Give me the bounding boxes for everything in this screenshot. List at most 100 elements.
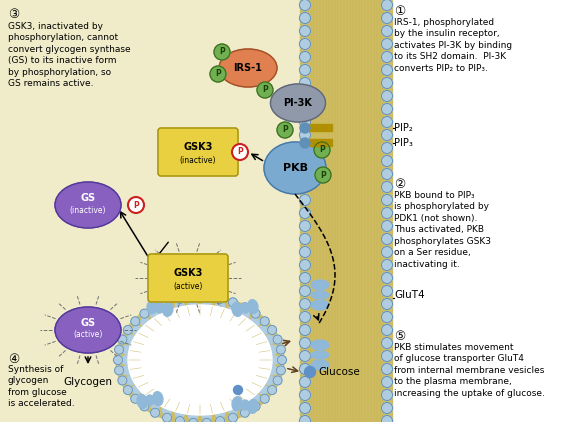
Text: (inactive): (inactive) xyxy=(69,206,106,214)
Circle shape xyxy=(140,402,149,411)
Circle shape xyxy=(189,300,197,309)
Ellipse shape xyxy=(128,305,272,415)
Circle shape xyxy=(175,295,185,303)
Ellipse shape xyxy=(311,340,329,350)
Circle shape xyxy=(277,355,287,365)
Circle shape xyxy=(175,302,184,311)
Ellipse shape xyxy=(147,300,157,314)
Circle shape xyxy=(381,260,392,271)
Text: P: P xyxy=(320,170,326,179)
Circle shape xyxy=(381,0,392,11)
Text: P: P xyxy=(237,148,243,157)
Ellipse shape xyxy=(248,300,258,314)
Circle shape xyxy=(140,309,149,318)
Ellipse shape xyxy=(311,351,329,359)
Circle shape xyxy=(202,300,211,309)
Circle shape xyxy=(381,168,392,179)
Circle shape xyxy=(251,402,260,411)
Text: GSK3: GSK3 xyxy=(173,268,203,278)
Circle shape xyxy=(113,355,123,365)
Circle shape xyxy=(300,38,311,49)
Circle shape xyxy=(228,306,238,314)
Bar xyxy=(390,0,584,422)
Circle shape xyxy=(210,66,226,82)
Text: PI-3K: PI-3K xyxy=(284,98,312,108)
Circle shape xyxy=(300,351,311,362)
Text: Synthesis of
glycogen
from glucose
is accelerated.: Synthesis of glycogen from glucose is ac… xyxy=(8,365,75,408)
Circle shape xyxy=(202,418,211,422)
Circle shape xyxy=(300,181,311,192)
Circle shape xyxy=(240,400,249,409)
Text: P: P xyxy=(262,86,268,95)
Circle shape xyxy=(114,366,124,375)
Circle shape xyxy=(215,295,225,303)
Circle shape xyxy=(151,408,159,417)
Circle shape xyxy=(265,335,273,344)
Circle shape xyxy=(300,286,311,297)
Text: PIP₃: PIP₃ xyxy=(394,138,413,148)
Circle shape xyxy=(118,335,127,344)
Circle shape xyxy=(300,273,311,284)
Ellipse shape xyxy=(153,392,163,406)
Circle shape xyxy=(300,208,311,219)
Bar xyxy=(310,124,332,131)
Circle shape xyxy=(127,376,135,385)
Text: ②: ② xyxy=(394,178,405,191)
Circle shape xyxy=(162,306,172,314)
Circle shape xyxy=(114,345,124,354)
Circle shape xyxy=(162,406,172,415)
Circle shape xyxy=(300,338,311,349)
Ellipse shape xyxy=(248,400,258,413)
Ellipse shape xyxy=(156,303,164,313)
Circle shape xyxy=(251,309,260,318)
Text: ①: ① xyxy=(394,5,405,18)
Circle shape xyxy=(381,143,392,154)
Circle shape xyxy=(202,293,211,302)
Circle shape xyxy=(300,90,311,102)
Circle shape xyxy=(258,326,267,335)
Circle shape xyxy=(300,403,311,414)
Circle shape xyxy=(300,260,311,271)
Circle shape xyxy=(277,122,293,138)
Ellipse shape xyxy=(146,395,154,405)
Text: IRS-1, phosphorylated
by the insulin receptor,
activates PI-3K by binding
to its: IRS-1, phosphorylated by the insulin rec… xyxy=(394,18,512,73)
Circle shape xyxy=(141,393,150,402)
Bar xyxy=(300,0,392,422)
Circle shape xyxy=(228,298,238,307)
Text: (inactive): (inactive) xyxy=(180,155,216,165)
Text: PKB bound to PIP₃
is phosphorylated by
PDK1 (not shown).
Thus activated, PKB
pho: PKB bound to PIP₃ is phosphorylated by P… xyxy=(394,191,491,269)
Text: IRS-1: IRS-1 xyxy=(234,63,262,73)
FancyBboxPatch shape xyxy=(158,128,238,176)
Circle shape xyxy=(228,406,238,415)
Text: ④: ④ xyxy=(8,353,19,366)
Circle shape xyxy=(151,400,160,409)
Ellipse shape xyxy=(241,303,249,313)
Circle shape xyxy=(300,155,311,167)
Text: (active): (active) xyxy=(74,330,103,340)
Text: P: P xyxy=(282,125,288,135)
Ellipse shape xyxy=(116,295,284,422)
Text: GS: GS xyxy=(81,318,96,328)
Circle shape xyxy=(276,366,286,375)
Circle shape xyxy=(189,411,197,420)
Circle shape xyxy=(381,298,392,309)
Text: P: P xyxy=(219,48,225,57)
Circle shape xyxy=(304,366,315,378)
Ellipse shape xyxy=(311,291,329,299)
Circle shape xyxy=(300,221,311,232)
Circle shape xyxy=(265,376,273,385)
Circle shape xyxy=(123,366,132,375)
Text: ⑤: ⑤ xyxy=(394,330,405,343)
Circle shape xyxy=(300,195,311,206)
Circle shape xyxy=(151,303,159,312)
Circle shape xyxy=(381,246,392,257)
FancyBboxPatch shape xyxy=(148,254,228,302)
Circle shape xyxy=(300,51,311,62)
Circle shape xyxy=(250,318,259,327)
Circle shape xyxy=(381,416,392,422)
Circle shape xyxy=(215,409,225,418)
Circle shape xyxy=(381,311,392,322)
Circle shape xyxy=(300,325,311,335)
Circle shape xyxy=(268,366,277,375)
Ellipse shape xyxy=(311,300,329,310)
